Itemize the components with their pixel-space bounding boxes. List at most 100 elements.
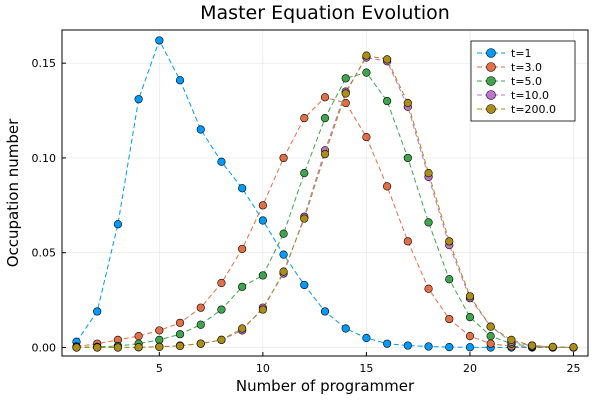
data-point	[362, 333, 371, 343]
data-point	[383, 339, 392, 348]
data-point	[72, 343, 81, 352]
y-tick-label: 0.10	[32, 152, 57, 165]
data-point	[258, 201, 267, 210]
data-point	[486, 331, 495, 341]
x-tick-label: 5	[156, 362, 163, 375]
data-point	[134, 331, 143, 341]
data-point	[300, 114, 309, 123]
data-point	[383, 182, 392, 191]
legend-label: t=5.0	[511, 75, 542, 88]
legend-marker	[486, 90, 496, 100]
data-point	[175, 330, 185, 339]
legend-label: t=10.0	[511, 89, 549, 102]
legend: t=1t=3.0t=5.0t=10.0t=200.0	[470, 40, 576, 122]
data-point	[445, 237, 454, 246]
data-point	[362, 68, 371, 77]
data-point	[403, 98, 412, 108]
y-axis-title: Occupation number	[4, 118, 22, 267]
data-point	[527, 341, 537, 350]
data-point	[569, 343, 578, 352]
data-point	[465, 313, 475, 322]
data-point	[175, 341, 185, 351]
data-point	[465, 292, 475, 301]
legend-marker	[486, 62, 496, 72]
data-point	[196, 320, 205, 329]
data-point	[155, 335, 164, 344]
data-point	[238, 282, 247, 291]
data-point	[279, 229, 288, 238]
plot-frame	[61, 29, 589, 357]
data-point	[403, 341, 412, 350]
data-point	[238, 184, 247, 193]
data-point	[341, 89, 350, 98]
data-point	[113, 220, 123, 229]
data-point	[217, 157, 226, 166]
data-point	[424, 284, 433, 293]
y-tick-label: 0.05	[32, 247, 57, 260]
data-point	[465, 331, 475, 341]
data-point	[507, 335, 516, 344]
data-point	[258, 305, 267, 314]
legend-marker	[486, 104, 496, 114]
data-point	[445, 275, 454, 284]
data-point	[424, 342, 433, 351]
data-point	[155, 36, 164, 45]
x-tick-label: 10	[256, 362, 270, 375]
data-point	[383, 96, 392, 106]
data-point	[175, 76, 185, 85]
data-point	[548, 342, 557, 352]
x-tick-label: 20	[463, 362, 477, 375]
data-point	[403, 153, 412, 163]
data-point	[134, 343, 143, 352]
data-point	[134, 95, 143, 104]
data-point	[300, 214, 309, 223]
data-point	[465, 343, 475, 352]
x-tick-label: 25	[567, 362, 581, 375]
legend-marker	[486, 76, 496, 86]
data-point	[486, 339, 495, 348]
legend-label: t=200.0	[511, 103, 556, 116]
data-point	[217, 335, 226, 344]
legend-marker	[486, 48, 496, 58]
data-point	[217, 278, 226, 288]
data-point	[362, 132, 371, 142]
series-t=5.0	[72, 68, 578, 352]
data-point	[403, 237, 412, 246]
data-point	[341, 74, 350, 83]
data-point	[217, 305, 226, 314]
data-point	[175, 318, 185, 327]
data-point	[279, 267, 288, 276]
data-point	[424, 218, 433, 227]
chart-title: Master Equation Evolution	[200, 2, 450, 24]
data-point	[486, 322, 495, 331]
data-point	[300, 168, 309, 178]
data-point	[300, 280, 309, 290]
y-tick-label: 0.15	[32, 57, 57, 70]
data-point	[383, 55, 392, 64]
legend-label: t=3.0	[511, 61, 542, 74]
data-point	[424, 168, 433, 178]
data-point	[113, 343, 123, 352]
data-point	[93, 307, 102, 316]
data-point	[93, 343, 102, 352]
data-point	[279, 153, 288, 163]
y-tick-label: 0.00	[32, 341, 57, 354]
series-layer	[72, 36, 578, 352]
y-axis-ticks: 0.00 0.05 0.10 0.15	[32, 57, 66, 354]
data-point	[258, 271, 267, 280]
data-point	[445, 342, 454, 352]
data-point	[341, 98, 350, 108]
data-point	[196, 303, 205, 312]
data-point	[341, 324, 350, 333]
x-axis-title: Number of programmer	[236, 377, 415, 395]
data-point	[238, 324, 247, 333]
series-t=200.0	[72, 51, 578, 352]
x-axis-ticks: 5 10 15 20 25	[156, 352, 581, 375]
x-tick-label: 15	[359, 362, 373, 375]
data-point	[320, 114, 330, 123]
axes	[61, 29, 589, 357]
data-point	[155, 342, 164, 352]
data-point	[320, 307, 330, 316]
